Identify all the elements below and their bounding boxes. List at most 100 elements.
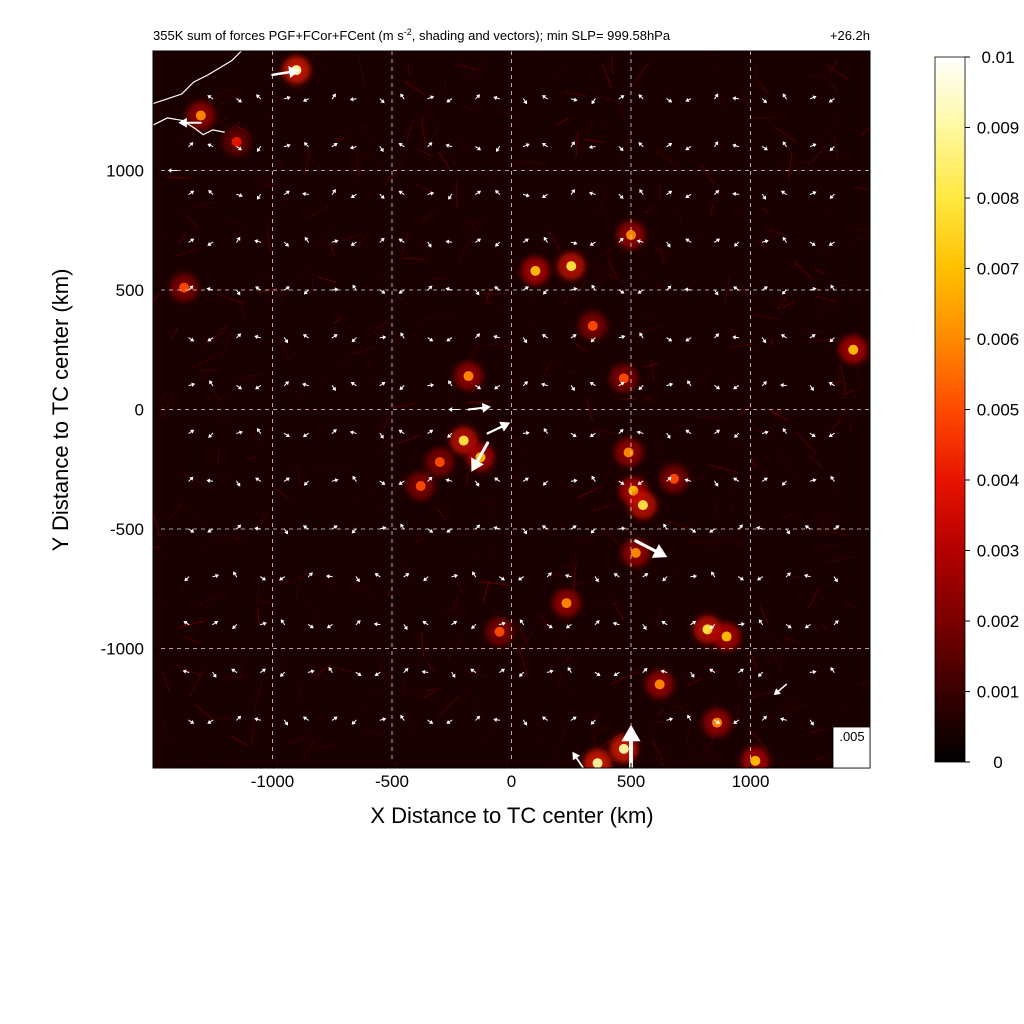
- force-vector-shaft: [188, 192, 192, 195]
- force-vector-shaft: [283, 528, 287, 532]
- texture-filament: [441, 373, 453, 378]
- force-vector-shaft: [355, 576, 359, 580]
- force-vector: [351, 528, 357, 534]
- texture-filament: [781, 300, 795, 309]
- texture-filament: [260, 405, 270, 423]
- force-vector-head: [351, 720, 356, 725]
- force-vector-head: [448, 407, 453, 412]
- force-vector: [331, 143, 338, 148]
- texture-filament: [846, 365, 863, 377]
- force-vector: [714, 719, 721, 724]
- force-vector-head: [189, 476, 194, 481]
- force-vector: [761, 193, 767, 200]
- texture-filament: [760, 413, 766, 421]
- texture-filament: [303, 150, 311, 178]
- force-vector-head: [349, 430, 354, 435]
- texture-filament: [594, 242, 620, 261]
- force-vector-shaft: [711, 528, 716, 532]
- force-vector-shaft: [761, 98, 765, 102]
- force-vector: [642, 624, 647, 630]
- force-vector-head: [667, 476, 672, 481]
- force-vector-shaft: [522, 337, 526, 341]
- texture-filament: [291, 84, 304, 91]
- texture-filament: [724, 276, 731, 302]
- texture-filament: [623, 125, 634, 150]
- force-vector: [475, 385, 482, 390]
- force-vector: [612, 621, 620, 626]
- force-vector: [283, 143, 291, 148]
- texture-filament: [170, 91, 187, 113]
- force-vector-shaft: [353, 478, 357, 482]
- colorbar-tick-label: 0.007: [977, 260, 1020, 279]
- force-vector: [427, 337, 434, 342]
- texture-filament: [253, 238, 269, 247]
- texture-filament: [313, 227, 334, 251]
- force-vector: [618, 146, 624, 152]
- force-vector: [714, 333, 720, 339]
- force-vector: [355, 576, 360, 583]
- force-vector-head: [571, 386, 575, 391]
- force-vector-head: [541, 194, 547, 198]
- texture-filament: [757, 473, 774, 480]
- force-vector: [472, 571, 477, 578]
- texture-filament: [435, 506, 446, 521]
- texture-filament: [447, 416, 454, 434]
- force-vector-shaft: [690, 528, 694, 532]
- force-vector-head: [280, 619, 285, 624]
- texture-filament: [760, 660, 770, 667]
- force-vector: [254, 239, 262, 244]
- texture-filament: [231, 536, 239, 541]
- force-vector-shaft: [305, 144, 309, 148]
- texture-filament: [407, 652, 430, 669]
- force-vector: [757, 671, 763, 677]
- force-vector-shaft: [544, 193, 548, 197]
- force-vector-head: [523, 339, 528, 344]
- force-vector-head: [237, 524, 242, 529]
- force-vector-head: [255, 385, 260, 390]
- force-vector: [522, 477, 529, 482]
- texture-filament: [825, 429, 828, 444]
- force-vector-head: [286, 143, 291, 148]
- force-vector-shaft: [666, 98, 670, 101]
- hotspot: [630, 547, 641, 558]
- force-vector: [690, 528, 697, 533]
- force-vector-shaft: [306, 239, 309, 243]
- force-vector-shaft: [496, 97, 501, 100]
- colorbar-tick-label: 0: [993, 753, 1002, 772]
- force-vector-shaft: [379, 98, 383, 102]
- force-vector-head: [828, 382, 833, 386]
- force-vector-head: [284, 381, 289, 386]
- texture-filament: [694, 273, 711, 287]
- force-vector: [167, 168, 178, 173]
- texture-filament: [855, 186, 870, 191]
- force-vector: [758, 619, 763, 626]
- texture-filament: [426, 149, 455, 157]
- force-vector: [690, 671, 695, 678]
- texture-filament: [628, 568, 636, 582]
- force-vector-head: [572, 433, 577, 437]
- texture-filament: [833, 137, 839, 161]
- force-vector-head: [190, 238, 195, 243]
- force-vector: [684, 287, 692, 292]
- force-vector-shaft: [499, 623, 503, 626]
- texture-filament: [591, 114, 597, 122]
- hotspot: [561, 598, 572, 609]
- texture-filament: [562, 655, 571, 665]
- force-vector: [236, 98, 243, 103]
- force-vector-head: [189, 142, 194, 147]
- texture-filament: [276, 491, 279, 514]
- force-vector: [761, 430, 769, 435]
- force-vector-head: [782, 428, 787, 433]
- force-vector: [709, 528, 716, 533]
- force-vector-shaft: [400, 144, 405, 148]
- force-vector: [427, 476, 433, 482]
- force-vector: [475, 480, 480, 487]
- force-vector-shaft: [448, 479, 453, 482]
- force-vector-shaft: [618, 289, 623, 293]
- texture-filament: [821, 623, 830, 632]
- force-vector: [738, 576, 744, 581]
- texture-filament: [452, 138, 476, 151]
- texture-filament: [524, 147, 541, 157]
- force-vector-shaft: [687, 193, 692, 197]
- texture-filament: [548, 104, 554, 119]
